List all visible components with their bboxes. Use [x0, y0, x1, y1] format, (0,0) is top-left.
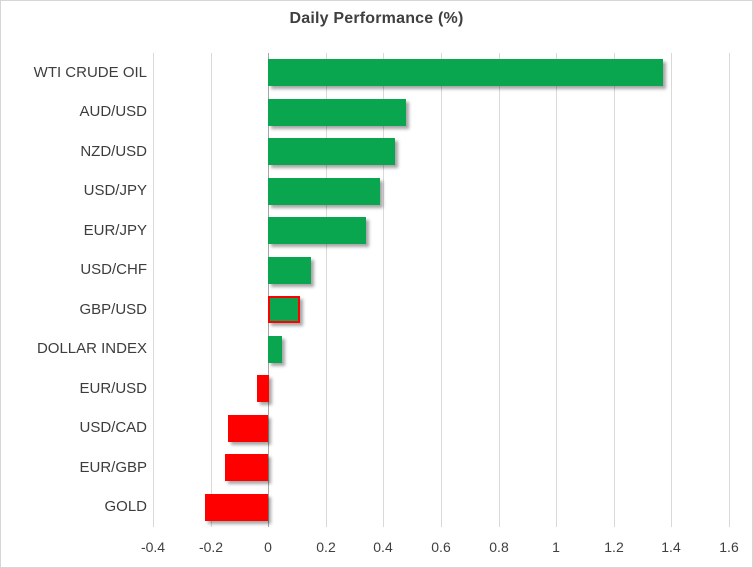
chart-title: Daily Performance (%)	[289, 10, 464, 27]
bar-usd-jpy	[268, 178, 380, 205]
bar-wti-crude-oil	[268, 59, 663, 86]
category-label-usd-chf: USD/CHF	[80, 261, 147, 278]
gridline	[613, 53, 615, 527]
x-tick-label: 1.2	[604, 539, 624, 555]
gridline	[555, 53, 557, 527]
x-tick-label: -0.4	[140, 539, 166, 555]
x-tick-label: 0.8	[489, 539, 509, 555]
category-label-eur-gbp: EUR/GBP	[79, 459, 147, 476]
gridline	[670, 53, 672, 527]
category-label-usd-cad: USD/CAD	[79, 419, 147, 436]
bar-dollar-index	[268, 336, 282, 363]
bar-usd-chf	[268, 257, 311, 284]
category-label-dollar-index: DOLLAR INDEX	[36, 340, 147, 357]
category-label-nzd-usd: NZD/USD	[80, 143, 147, 160]
category-label-eur-usd: EUR/USD	[79, 380, 147, 397]
bar-eur-jpy	[268, 217, 366, 244]
gridline	[210, 53, 212, 527]
bar-eur-usd	[257, 375, 269, 402]
bar-aud-usd	[268, 99, 406, 126]
category-label-gold: GOLD	[104, 498, 147, 515]
x-tick-label: 1.6	[719, 539, 739, 555]
category-label-eur-jpy: EUR/JPY	[83, 222, 147, 239]
x-tick-label: 1	[552, 539, 560, 555]
bar-gold	[205, 494, 268, 521]
x-tick-label: 0	[264, 539, 272, 555]
gridline	[382, 53, 384, 527]
category-label-gbp-usd: GBP/USD	[79, 301, 147, 318]
category-label-aud-usd: AUD/USD	[79, 103, 147, 120]
bar-nzd-usd	[268, 138, 395, 165]
gridline	[440, 53, 442, 527]
x-tick-label: 1.4	[661, 539, 681, 555]
gridline	[152, 53, 154, 527]
category-label-usd-jpy: USD/JPY	[83, 182, 147, 199]
gridline	[728, 53, 730, 527]
bar-usd-cad	[228, 415, 268, 442]
bar-eur-gbp	[225, 454, 268, 481]
bar-gbp-usd	[268, 296, 300, 323]
zero-axis-line	[267, 53, 269, 527]
category-label-wti-crude-oil: WTI CRUDE OIL	[33, 64, 147, 81]
x-tick-label: -0.2	[198, 539, 224, 555]
gridline	[325, 53, 327, 527]
x-tick-label: 0.6	[431, 539, 451, 555]
x-tick-label: 0.4	[373, 539, 393, 555]
gridline	[498, 53, 500, 527]
x-tick-label: 0.2	[316, 539, 336, 555]
